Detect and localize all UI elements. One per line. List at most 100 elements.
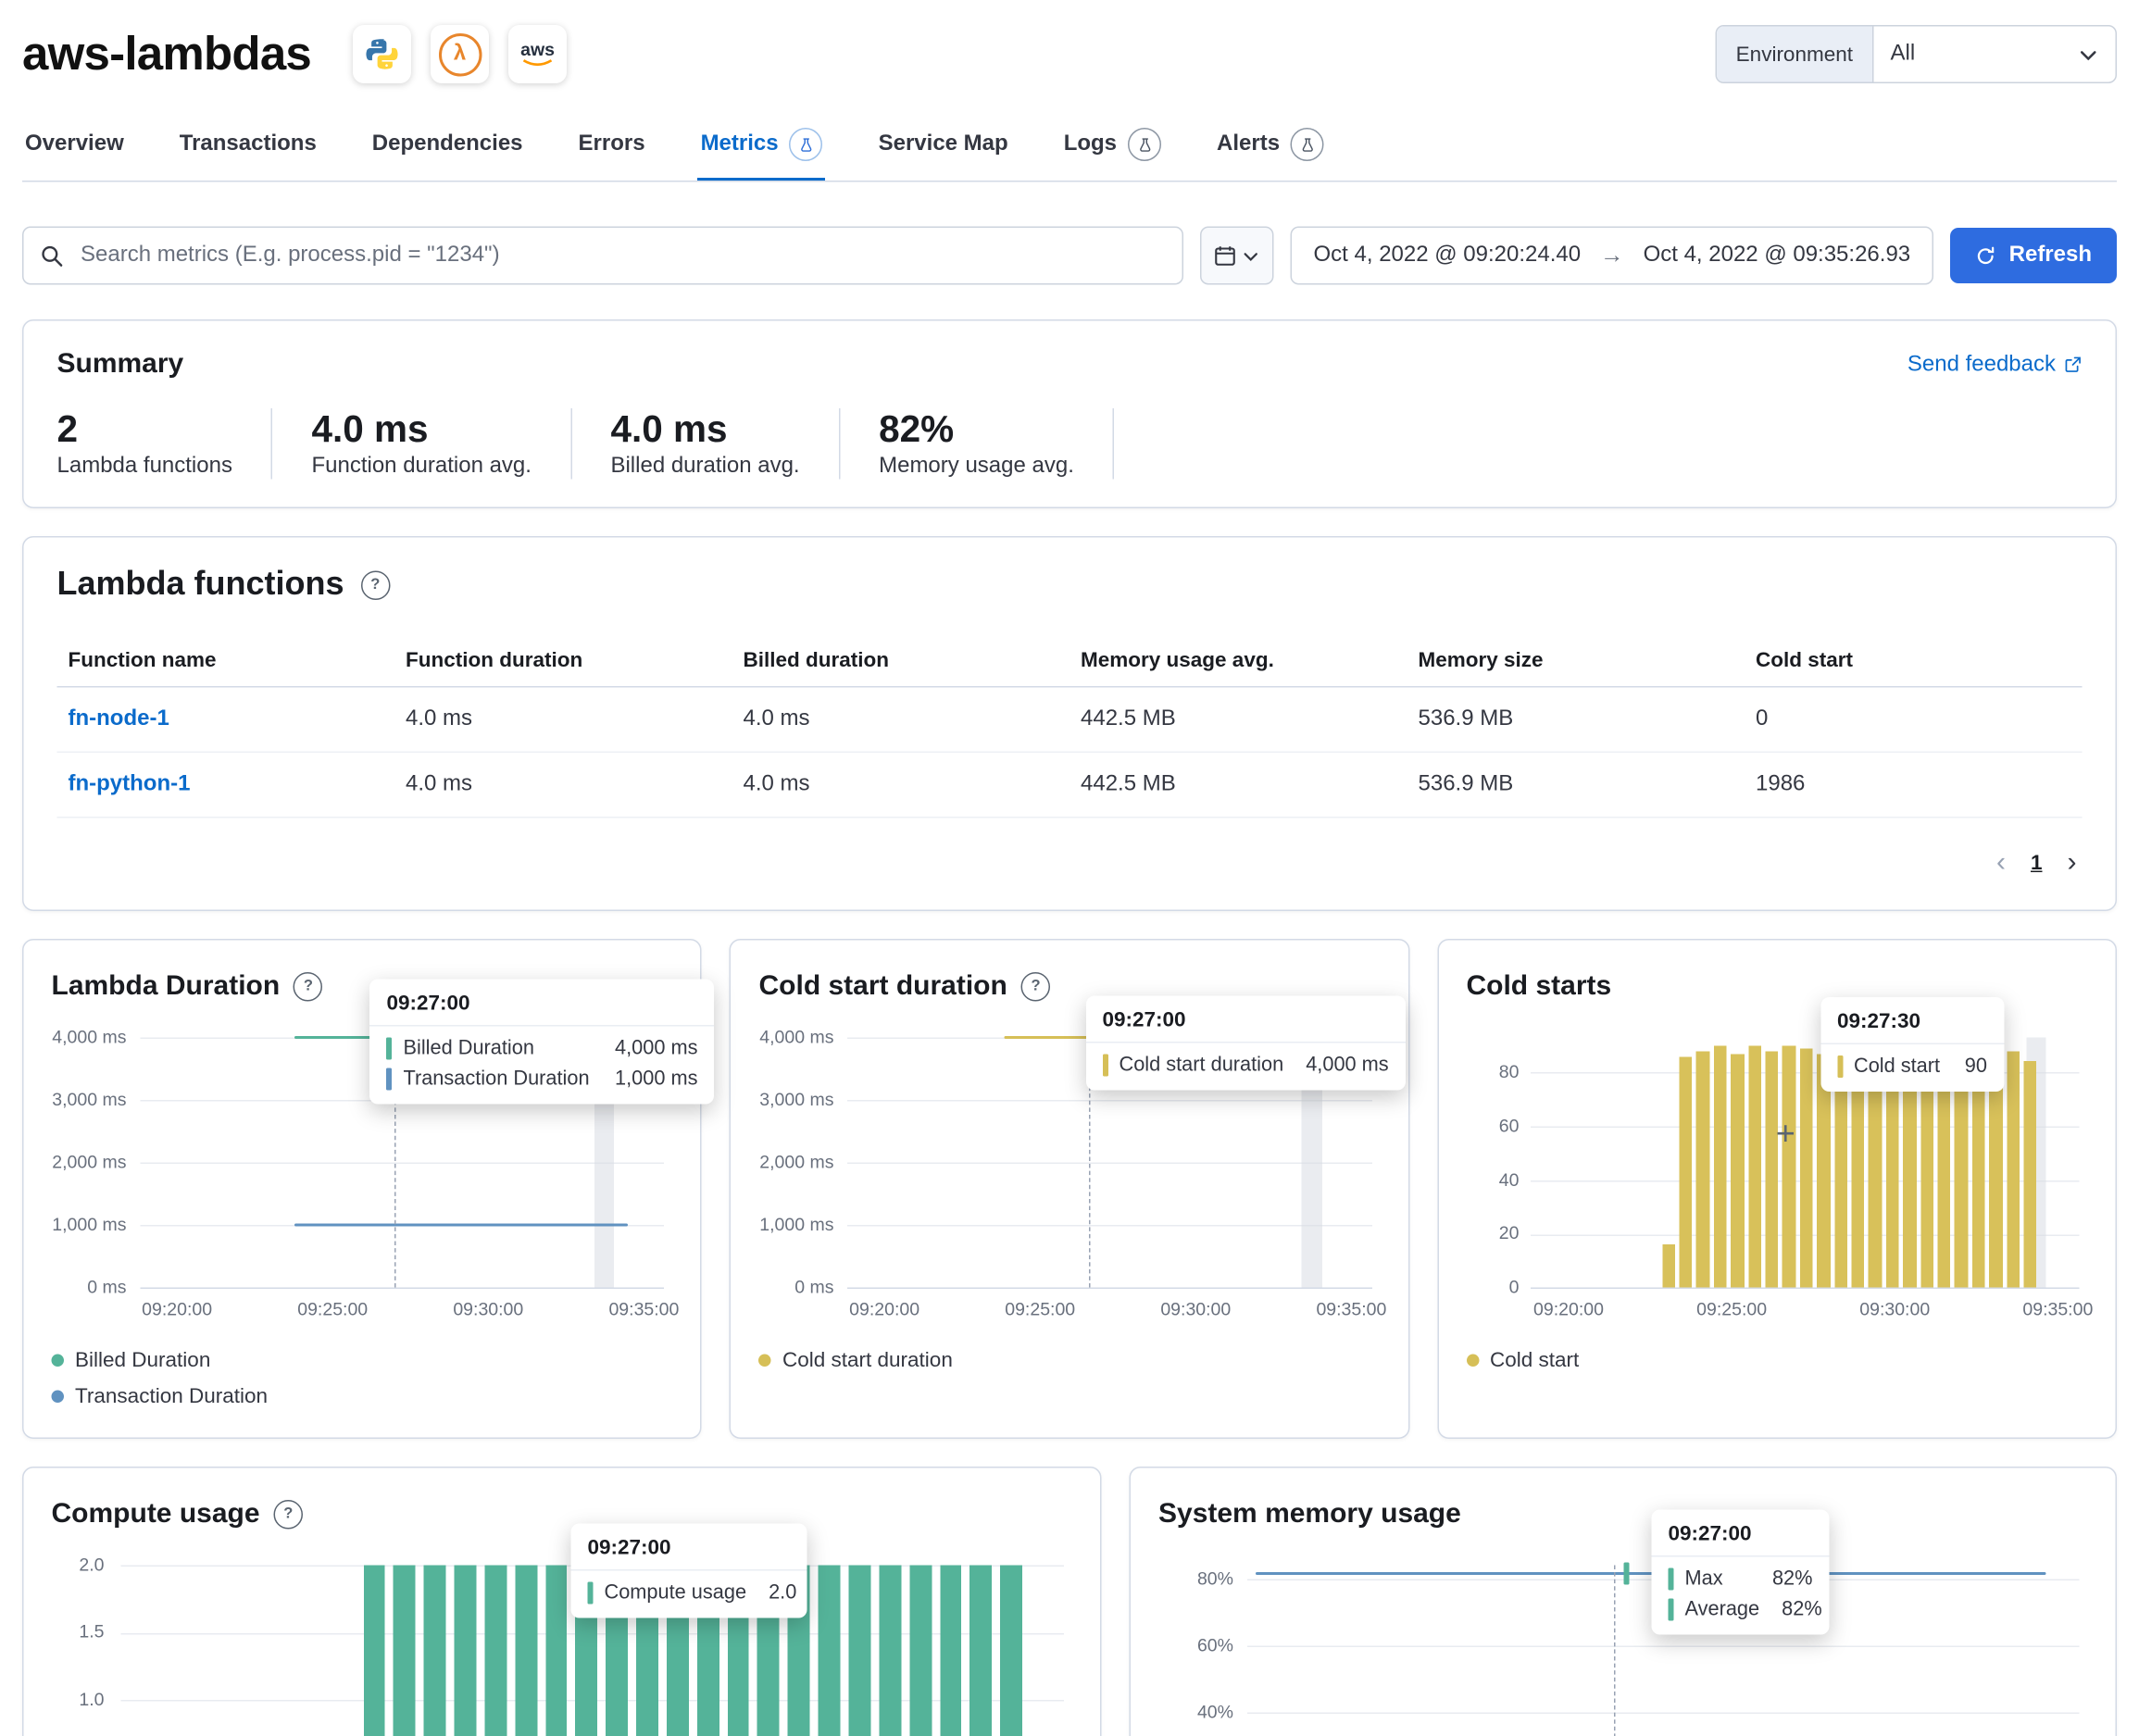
beaker-icon <box>1291 128 1325 161</box>
compute-usage-plot[interactable]: 2.0 1.5 1.0 09:27:00 Compute usage 2.0 <box>52 1523 1073 1736</box>
aws-lambda-icon: λ <box>431 25 490 83</box>
lambda-functions-table: Function name Function duration Billed d… <box>56 634 2083 818</box>
col-billed-duration: Billed duration <box>732 634 1070 688</box>
stat-lambda-functions: 2 Lambda functions <box>57 408 273 480</box>
chart-tooltip: 09:27:00 Compute usage 2.0 <box>570 1523 807 1618</box>
tooltip-anchor <box>1623 1562 1630 1585</box>
tab-logs[interactable]: Logs <box>1061 119 1164 181</box>
chart-legend: Cold start <box>1466 1349 2087 1372</box>
aws-icon: aws <box>508 25 568 83</box>
tab-transactions[interactable]: Transactions <box>179 131 317 156</box>
transaction-duration-line <box>294 1223 628 1227</box>
tab-overview[interactable]: Overview <box>25 131 124 156</box>
pagination: ‹ 1 › <box>63 849 2077 877</box>
col-function-duration: Function duration <box>394 634 732 688</box>
col-function-name: Function name <box>56 634 394 688</box>
cold-start-duration-plot[interactable]: 4,000 ms 3,000 ms 2,000 ms 1,000 ms 0 ms… <box>758 995 1406 1330</box>
summary-panel: Summary Send feedback 2 Lambda functions… <box>22 319 2117 509</box>
chart-tooltip: 09:27:00 Max 82% Average 82% <box>1651 1509 1830 1635</box>
system-memory-usage-plot[interactable]: 80% 60% 40% 09:27:00 Max 82% Average 82% <box>1158 1509 2088 1736</box>
search-box <box>22 226 1183 285</box>
cold-start-duration-line <box>1004 1036 1089 1040</box>
python-icon <box>353 25 412 83</box>
table-row: fn-node-1 4.0 ms 4.0 ms 442.5 MB 536.9 M… <box>56 686 2083 754</box>
lambda-duration-plot[interactable]: 4,000 ms 3,000 ms 2,000 ms 1,000 ms 0 ms… <box>52 979 715 1330</box>
chart-title: Cold starts <box>1466 969 1612 1001</box>
page-number[interactable]: 1 <box>2030 850 2043 875</box>
next-page-icon[interactable]: › <box>2067 847 2077 879</box>
legend-cold-start-duration[interactable]: Cold start duration <box>758 1349 1380 1372</box>
search-input[interactable] <box>78 242 1166 269</box>
help-icon[interactable]: ? <box>273 1499 304 1529</box>
cold-starts-bars <box>1661 1038 2037 1288</box>
environment-select[interactable]: Environment All <box>1715 25 2117 83</box>
topbar: aws-lambdas λ aws Environment All <box>22 0 2117 83</box>
memory-usage-line <box>1255 1572 2046 1576</box>
chevron-down-icon <box>1244 252 1257 261</box>
help-icon[interactable]: ? <box>294 971 323 1001</box>
environment-value: All <box>1890 42 1916 66</box>
chart-cursor <box>394 1037 397 1288</box>
lambda-functions-panel: Lambda functions ? Function name Functio… <box>22 536 2117 912</box>
stat-memory-usage: 82% Memory usage avg. <box>879 408 1115 480</box>
metrics-toolbar: Oct 4, 2022 @ 09:20:24.40 → Oct 4, 2022 … <box>22 226 2117 285</box>
help-icon[interactable]: ? <box>360 569 391 600</box>
page-title: aws-lambdas <box>22 27 312 81</box>
chart-title: Cold start duration <box>758 969 1007 1001</box>
chart-tooltip: 09:27:30 Cold start 90 <box>1820 997 2004 1093</box>
date-start[interactable]: Oct 4, 2022 @ 09:20:24.40 <box>1313 243 1582 268</box>
chart-title: System memory usage <box>1158 1497 1461 1529</box>
col-cold-start: Cold start <box>1745 634 2083 688</box>
cold-starts-plot[interactable]: 80 60 40 20 0 + 09:20:00 09:25:00 09:30:… <box>1466 997 2093 1330</box>
legend-transaction-duration[interactable]: Transaction Duration <box>51 1385 673 1408</box>
previous-page-icon[interactable]: ‹ <box>1995 847 2006 879</box>
tab-bar: Overview Transactions Dependencies Error… <box>22 119 2117 182</box>
search-icon <box>42 245 63 267</box>
table-row: fn-python-1 4.0 ms 4.0 ms 442.5 MB 536.9… <box>56 752 2083 818</box>
tab-dependencies[interactable]: Dependencies <box>371 131 523 156</box>
chart-legend: Cold start duration <box>758 1349 1380 1372</box>
date-range-picker[interactable]: Oct 4, 2022 @ 09:20:24.40 → Oct 4, 2022 … <box>1290 226 1934 285</box>
legend-cold-start[interactable]: Cold start <box>1466 1349 2087 1372</box>
charts-row: Lambda Duration ? 4,000 ms 3,000 ms 2,00… <box>22 939 2117 1440</box>
function-link[interactable]: fn-python-1 <box>56 752 394 818</box>
col-memory-size: Memory size <box>1407 634 1745 688</box>
beaker-icon <box>789 128 823 161</box>
chart-lambda-duration: Lambda Duration ? 4,000 ms 3,000 ms 2,00… <box>22 939 715 1440</box>
col-memory-usage: Memory usage avg. <box>1070 634 1407 688</box>
agent-icons: λ aws <box>353 25 568 83</box>
summary-stats: 2 Lambda functions 4.0 ms Function durat… <box>57 408 2083 480</box>
function-link[interactable]: fn-node-1 <box>56 686 394 754</box>
date-quick-select-button[interactable] <box>1199 226 1274 285</box>
partial-bucket-band <box>1301 1037 1322 1288</box>
lambda-functions-heading: Lambda functions <box>56 565 344 604</box>
tab-metrics[interactable]: Metrics <box>698 119 826 181</box>
arrow-right-icon: → <box>1600 242 1624 269</box>
summary-heading: Summary <box>56 348 184 380</box>
external-link-icon <box>2065 356 2081 372</box>
environment-label: Environment <box>1716 26 1874 82</box>
stat-function-duration: 4.0 ms Function duration avg. <box>311 408 572 480</box>
date-end[interactable]: Oct 4, 2022 @ 09:35:26.93 <box>1643 243 1911 268</box>
tab-errors[interactable]: Errors <box>578 131 645 156</box>
tab-alerts[interactable]: Alerts <box>1214 119 1327 181</box>
chart-cold-start-duration: Cold start duration ? 4,000 ms 3,000 ms … <box>729 939 1409 1440</box>
refresh-icon <box>1978 245 1995 264</box>
calendar-icon <box>1214 246 1235 266</box>
chart-compute-usage: Compute usage ? 2.0 1.5 1.0 09:27:00 Com… <box>22 1467 1102 1736</box>
chart-title: Lambda Duration <box>51 969 281 1001</box>
billed-duration-line <box>294 1036 395 1040</box>
legend-billed-duration[interactable]: Billed Duration <box>51 1349 673 1372</box>
refresh-button[interactable]: Refresh <box>1950 228 2117 283</box>
send-feedback-link[interactable]: Send feedback <box>1908 352 2083 377</box>
tab-service-map[interactable]: Service Map <box>878 131 1008 156</box>
help-icon[interactable]: ? <box>1020 971 1051 1001</box>
stat-billed-duration: 4.0 ms Billed duration avg. <box>610 408 841 480</box>
crosshair-cursor: + <box>1775 1115 1795 1154</box>
chart-title: Compute usage <box>51 1497 260 1529</box>
chart-cold-starts: Cold starts 80 60 40 20 0 + 09:20:00 <box>1436 939 2117 1440</box>
chevron-down-icon <box>2080 50 2096 60</box>
chart-legend: Billed Duration Transaction Duration <box>51 1349 673 1408</box>
beaker-icon <box>1128 128 1162 161</box>
